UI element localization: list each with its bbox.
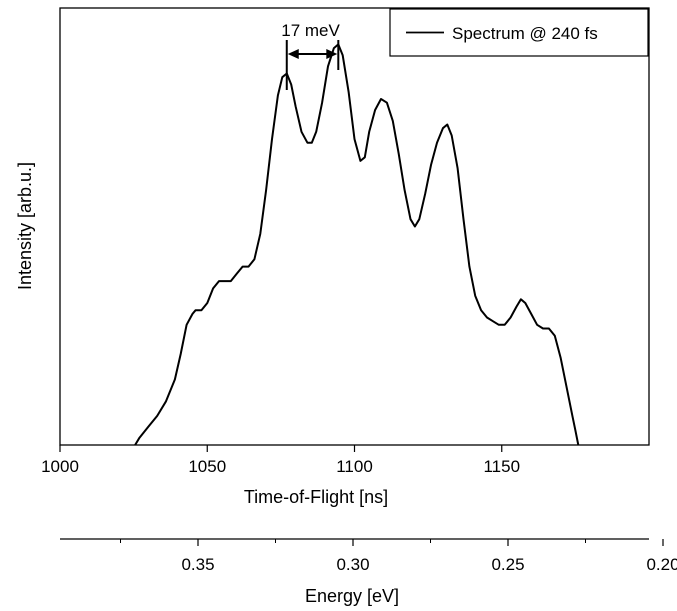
plot-frame bbox=[59, 7, 650, 446]
y-axis-label: Intensity [arb.u.] bbox=[15, 162, 35, 290]
legend: Spectrum @ 240 fs bbox=[389, 8, 649, 57]
x-tick-label: 1050 bbox=[188, 457, 226, 476]
x-tick-label: 1000 bbox=[41, 457, 79, 476]
series-line-spectrum bbox=[134, 43, 580, 446]
energy-tick-label: 0.25 bbox=[491, 555, 524, 574]
annotation-arrow-right-icon bbox=[326, 49, 338, 59]
energy-axis-label: Energy [eV] bbox=[305, 586, 399, 606]
energy-tick-label: 0.20 bbox=[646, 555, 677, 574]
peak-spacing-annotation: 17 meV bbox=[281, 21, 340, 90]
x-tick-label: 1100 bbox=[336, 457, 373, 476]
annotation-label: 17 meV bbox=[281, 21, 340, 40]
x-axis-label: Time-of-Flight [ns] bbox=[244, 487, 388, 507]
energy-tick-label: 0.30 bbox=[336, 555, 369, 574]
energy-axis-ticks: 0.35 0.30 0.25 0.20 bbox=[120, 539, 677, 574]
x-axis-ticks: 1000 1050 1100 1150 bbox=[41, 445, 520, 476]
energy-tick-label: 0.35 bbox=[181, 555, 214, 574]
annotation-arrow-left-icon bbox=[287, 49, 299, 59]
x-tick-label: 1150 bbox=[483, 457, 520, 476]
legend-label-spectrum: Spectrum @ 240 fs bbox=[452, 24, 598, 43]
